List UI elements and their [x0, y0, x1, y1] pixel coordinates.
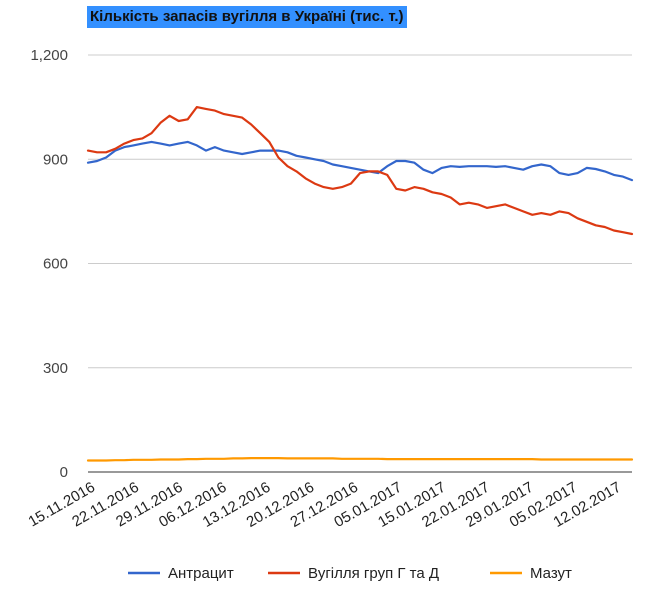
gridlines [88, 54, 632, 473]
x-axis-ticks: 15.11.201622.11.201629.11.201606.12.2016… [25, 479, 624, 531]
legend-label: Антрацит [168, 565, 234, 582]
y-tick-label: 1,200 [30, 47, 68, 64]
y-tick-label: 0 [60, 464, 68, 481]
chart-title: Кількість запасів вугілля в Україні (тис… [87, 6, 407, 28]
y-tick-label: 300 [43, 360, 68, 377]
y-axis-ticks: 0 300 600 900 1,200 [30, 47, 68, 481]
legend: Антрацит Вугілля груп Г та Д Мазут [128, 565, 572, 582]
legend-label: Мазут [530, 565, 572, 582]
y-tick-label: 600 [43, 256, 68, 273]
y-tick-label: 900 [43, 151, 68, 168]
series-line-0 [86, 140, 634, 182]
legend-label: Вугілля груп Г та Д [308, 565, 439, 582]
series-line-1 [86, 105, 634, 236]
series-line-2 [86, 457, 634, 462]
series-lines [86, 105, 634, 462]
